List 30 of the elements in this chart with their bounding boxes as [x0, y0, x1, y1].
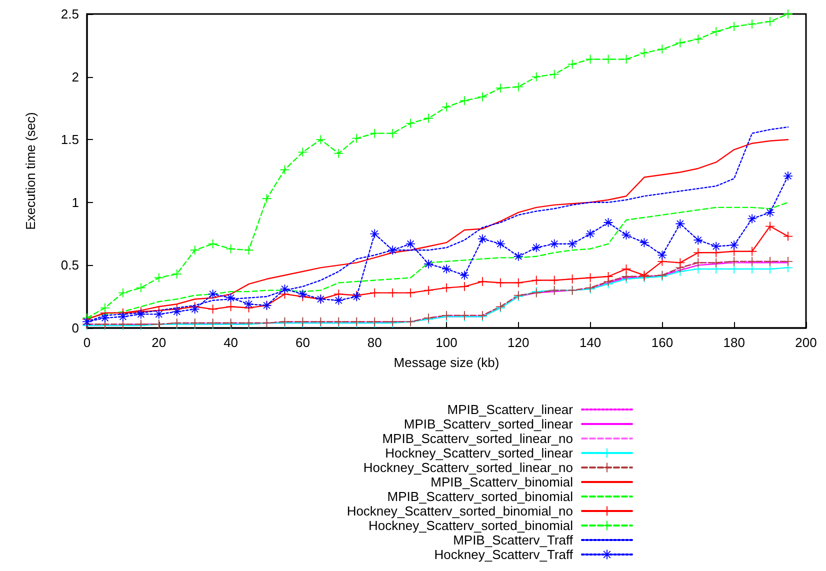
x-tick-label: 60 [295, 335, 310, 350]
legend-label: Hockney_Scatterv_sorted_binomial_no [346, 504, 573, 518]
y-axis-title: Execution time (sec) [23, 112, 38, 230]
legend-label: Hockney_Scatterv_sorted_binomial [368, 518, 574, 533]
legend-label: MPIB_Scatterv_binomial [430, 474, 574, 490]
x-tick-label: 200 [795, 335, 817, 350]
legend-label: Hockney_Scatterv_sorted_linear [385, 446, 574, 460]
y-tick-label: 0 [72, 320, 79, 336]
legend-label: MPIB_Scatterv_sorted_linear_no [382, 431, 573, 446]
legend-label: MPIB_Scatterv_Traff [453, 532, 574, 548]
x-tick-label: 140 [579, 335, 602, 350]
legend-label: MPIB_Scatterv_linear [447, 402, 574, 417]
legend-label: MPIB_Scatterv_sorted_binomial [387, 489, 574, 504]
legend-label: Hockney_Scatterv_sorted_linear_no [363, 460, 573, 475]
y-tick-label: 2 [72, 69, 79, 84]
x-tick-label: 160 [651, 335, 674, 350]
y-tick-label: 1 [72, 194, 79, 210]
x-tick-label: 40 [224, 335, 238, 350]
legend-label: MPIB_Scatterv_sorted_linear [404, 416, 574, 432]
x-tick-label: 20 [152, 335, 166, 350]
y-tick-label: 0.5 [60, 258, 79, 273]
y-tick-label: 2.5 [60, 6, 79, 22]
x-axis-title: Message size (kb) [394, 355, 500, 370]
x-tick-label: 0 [83, 335, 91, 350]
x-tick-label: 100 [436, 335, 458, 350]
x-tick-label: 120 [508, 335, 530, 350]
legend-label: Hockney_Scatterv_Traff [434, 547, 574, 562]
x-tick-label: 80 [367, 335, 382, 350]
y-tick-label: 1.5 [60, 132, 79, 148]
x-tick-label: 180 [723, 335, 745, 350]
